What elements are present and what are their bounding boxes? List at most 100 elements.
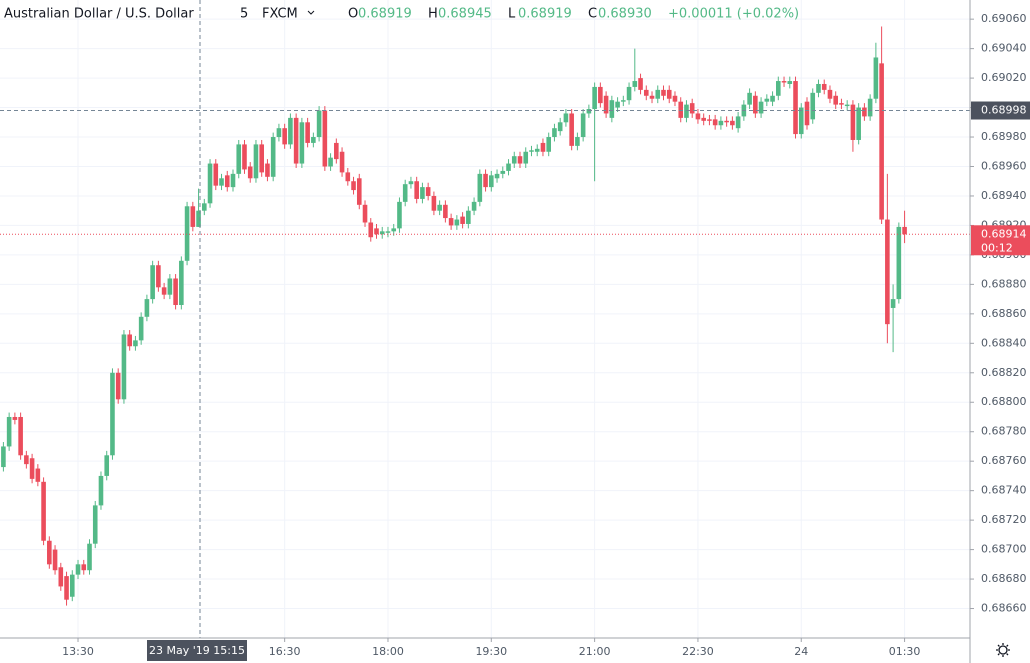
candle-body [339,151,345,173]
candle-body [150,265,155,300]
candle-body [368,222,374,238]
candle-body [75,564,81,575]
candle-body [649,95,655,99]
grid [0,0,970,638]
candle-body [575,137,580,146]
source[interactable]: FXCM [262,7,298,22]
candle-body [758,101,764,114]
candle-body [695,113,701,120]
candle-body [138,316,144,341]
candles [0,0,970,638]
candle-body [402,184,408,202]
candle-body [621,100,626,102]
candle-body [483,173,488,188]
ohlc-key: L [508,7,516,22]
candle-body [52,549,58,571]
candle-body [58,567,64,587]
candle-body [202,203,207,211]
y-tick-label: 0.68760 [981,454,1027,467]
candle-body [787,81,793,84]
candle-body [592,86,597,110]
candle-body [804,101,810,126]
candle-body [534,148,540,152]
candle-body [35,468,41,482]
crosshair-price-label: 0.68998 [981,104,1027,117]
candle-body [586,109,592,114]
change: +0.00011 (+0.02%) [668,7,799,22]
candle-body [316,110,322,138]
candle-body [305,122,310,143]
candle-body [24,455,29,465]
ohlc-value: 0.68919 [358,7,412,22]
candle-body [833,95,838,105]
candle-body [299,122,305,164]
y-tick-label: 0.68880 [981,277,1027,290]
candle-body [569,113,574,146]
candle-body [689,103,695,114]
candle-body [655,89,661,99]
ohlc-key: H [428,7,438,22]
candle-body [431,195,437,211]
y-tick-label: 0.68820 [981,366,1027,379]
candle-body [219,178,224,186]
ohlc-value: 0.68919 [518,7,572,22]
candle-body [12,416,18,420]
y-tick-label: 0.68980 [981,130,1027,143]
candle-body [730,120,735,126]
candle-body [207,163,213,204]
candle-body [311,137,316,143]
candle-body [437,204,442,211]
candle-body [707,119,712,121]
candle-body [523,151,529,164]
candle-body [127,334,132,347]
candle-body [81,564,87,571]
candle-body [293,117,299,164]
candle-body [885,219,890,325]
candle-body [672,95,678,102]
y-tick-label: 0.68960 [981,159,1027,172]
candle-body [615,101,620,108]
candle-body [236,144,242,174]
candle-body [546,137,551,152]
candle-body [448,218,454,226]
dropdown-icon[interactable] [307,10,315,15]
candle-body [770,95,775,102]
settings-icon[interactable] [996,643,1010,657]
candle-body [345,172,351,182]
candle-body [816,83,821,93]
x-tick-label: 22:30 [682,645,714,658]
candle-body [41,481,46,541]
candle-body [115,372,121,400]
y-tick-label: 0.68780 [981,425,1027,438]
candle-body [230,173,236,188]
candle-body [598,86,603,104]
crosshair-time-label: 23 May '19 15:15 [149,644,245,657]
y-tick-label: 0.68680 [981,572,1027,585]
candle-body [322,110,328,167]
candle-body [98,475,104,506]
candle-body [443,204,448,219]
x-tick-label: 01:30 [889,645,921,658]
candle-body [64,576,69,600]
candle-body [133,340,138,347]
candle-body [374,228,379,235]
candle-body [288,117,293,145]
candle-body [196,210,201,227]
candle-body [540,142,546,152]
candle-body [167,278,173,295]
candle-body [87,543,92,571]
y-tick-label: 0.68700 [981,543,1027,556]
candle-body [701,117,706,121]
y-tick-label: 0.69060 [981,12,1027,25]
candle-body [110,372,115,456]
candle-body [334,142,339,160]
y-tick-label: 0.68800 [981,395,1027,408]
x-tick-label: 16:30 [269,645,301,658]
candle-body [557,122,563,132]
candle-body [609,100,615,118]
candle-body [666,89,672,99]
candle-body [517,156,523,164]
candle-body [391,228,397,232]
candle-body [684,104,689,118]
candle-body [477,173,483,202]
